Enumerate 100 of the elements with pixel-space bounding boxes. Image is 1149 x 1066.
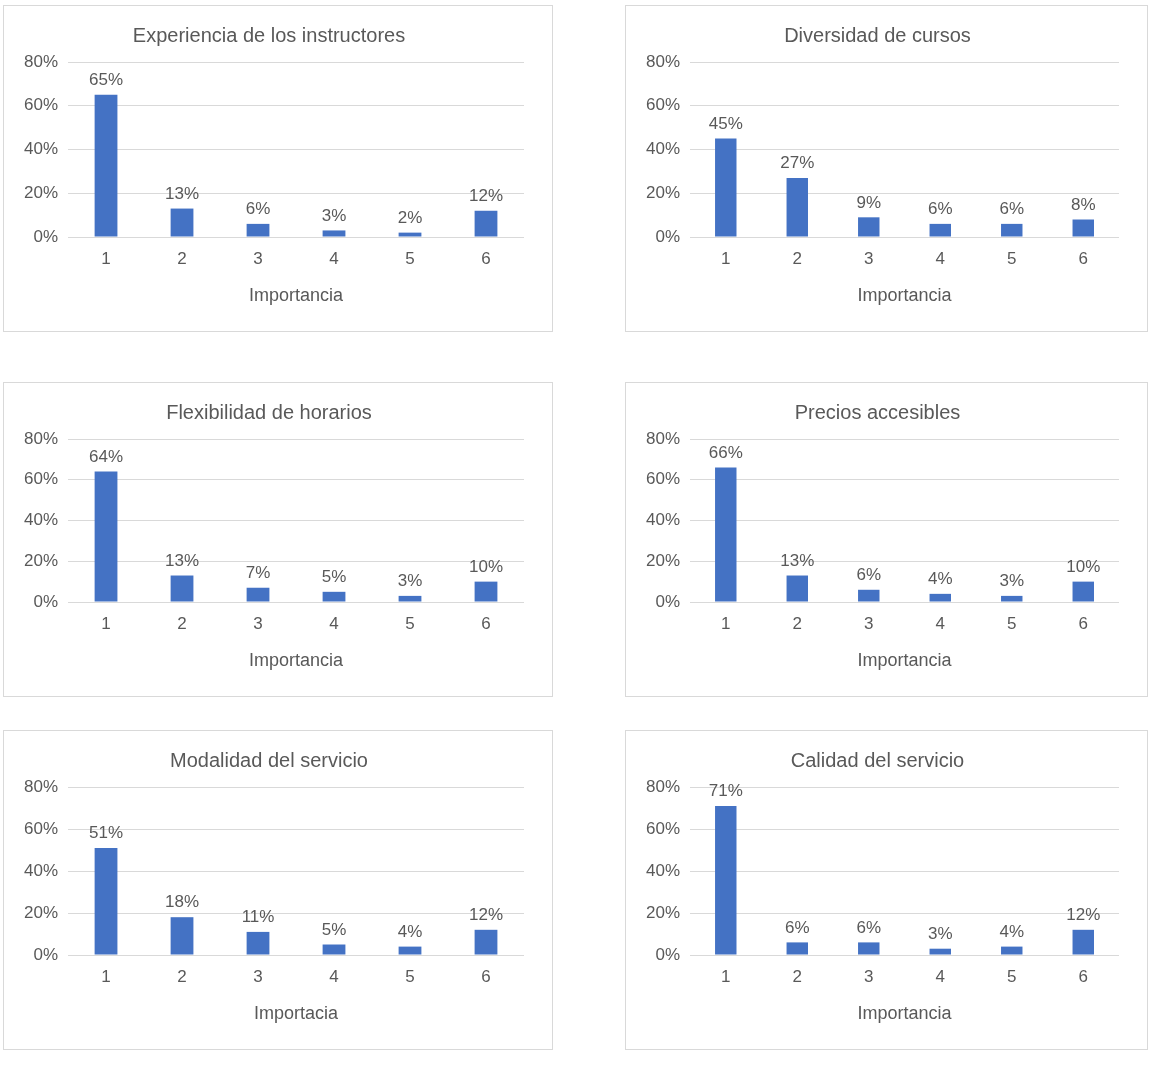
- chart-title: Modalidad del servicio: [170, 748, 368, 771]
- y-tick-label: 40%: [23, 139, 59, 159]
- bar: [786, 177, 808, 237]
- bar: [246, 587, 270, 602]
- y-tick-label: 20%: [23, 182, 59, 202]
- x-tick-label: 6: [481, 966, 491, 986]
- bar: [929, 223, 951, 237]
- bar: [786, 942, 808, 955]
- bar: [398, 946, 422, 955]
- x-tick-label: 4: [329, 966, 339, 986]
- data-label: 13%: [165, 550, 200, 570]
- data-label: 6%: [784, 917, 810, 937]
- y-tick-label: 40%: [645, 860, 681, 880]
- x-tick-label: 3: [864, 248, 874, 268]
- x-axis-title: Importancia: [857, 650, 953, 671]
- chart-title: Calidad del servicio: [790, 748, 965, 771]
- y-tick-label: 80%: [645, 776, 681, 796]
- x-tick-label: 1: [101, 966, 111, 986]
- data-label: 3%: [397, 571, 423, 591]
- bar: [1072, 581, 1094, 602]
- x-tick-label: 5: [405, 966, 415, 986]
- x-tick-label: 1: [101, 248, 111, 268]
- data-label: 4%: [999, 921, 1025, 941]
- bar: [398, 232, 422, 237]
- y-tick-label: 0%: [655, 226, 681, 246]
- data-label: 9%: [856, 192, 882, 212]
- chart-title: Diversidad de cursos: [784, 23, 971, 46]
- data-label: 51%: [89, 823, 124, 843]
- y-tick-label: 20%: [23, 550, 59, 570]
- bar: [94, 847, 118, 955]
- bar: [858, 589, 880, 602]
- bar: [1001, 946, 1023, 955]
- x-tick-label: 2: [792, 966, 802, 986]
- x-tick-label: 6: [1078, 966, 1088, 986]
- data-label: 4%: [927, 569, 953, 589]
- y-tick-label: 0%: [33, 944, 59, 964]
- bar: [322, 944, 346, 955]
- x-tick-label: 1: [721, 966, 731, 986]
- data-label: 5%: [321, 567, 347, 586]
- y-tick-label: 0%: [33, 591, 59, 611]
- y-tick-label: 20%: [645, 902, 681, 922]
- y-tick-label: 0%: [33, 226, 59, 246]
- data-label: 11%: [241, 907, 275, 927]
- x-tick-label: 6: [481, 613, 491, 633]
- data-label: 71%: [708, 781, 743, 801]
- y-tick-label: 40%: [645, 510, 681, 530]
- x-tick-label: 1: [721, 248, 731, 268]
- bar: [715, 138, 737, 237]
- x-tick-label: 1: [721, 613, 731, 633]
- bar: [94, 471, 118, 602]
- y-tick-label: 80%: [23, 776, 59, 796]
- x-axis-title: Importacia: [253, 1003, 340, 1024]
- data-label: 18%: [165, 892, 200, 912]
- y-tick-label: 0%: [655, 591, 681, 611]
- data-label: 12%: [468, 185, 504, 205]
- y-tick-label: 80%: [645, 428, 681, 448]
- x-tick-label: 4: [329, 248, 339, 268]
- bar: [1072, 929, 1094, 955]
- data-label: 3%: [321, 205, 347, 225]
- bar: [170, 917, 194, 955]
- data-label: 6%: [856, 917, 882, 937]
- x-tick-label: 4: [329, 613, 339, 633]
- x-axis-title: Importancia: [857, 285, 953, 306]
- x-axis-title: Importancia: [248, 650, 345, 671]
- x-tick-label: 4: [935, 613, 945, 633]
- y-tick-label: 40%: [645, 139, 681, 159]
- bar: [170, 208, 194, 237]
- bar: [398, 595, 422, 602]
- bar: [94, 94, 118, 237]
- bar: [322, 591, 346, 602]
- data-label: 27%: [780, 153, 815, 173]
- data-label: 6%: [927, 199, 953, 219]
- data-label: 5%: [321, 919, 347, 939]
- bar: [322, 230, 346, 237]
- data-label: 65%: [89, 70, 124, 89]
- data-label: 3%: [927, 923, 953, 943]
- chart-title: Precios accesibles: [794, 400, 961, 423]
- bar: [1072, 219, 1094, 237]
- x-tick-label: 3: [864, 966, 874, 986]
- x-tick-label: 6: [1078, 248, 1088, 268]
- x-tick-label: 2: [792, 613, 802, 633]
- bar: [1001, 595, 1023, 602]
- chart-title: Experiencia de los instructores: [132, 23, 406, 46]
- y-tick-label: 60%: [23, 95, 59, 115]
- y-tick-label: 40%: [23, 510, 59, 530]
- data-label: 4%: [397, 921, 423, 941]
- y-tick-label: 60%: [645, 95, 681, 115]
- x-axis-title: Importancia: [248, 285, 345, 306]
- data-label: 45%: [708, 113, 743, 133]
- bar: [786, 575, 808, 602]
- x-tick-label: 6: [481, 248, 491, 268]
- x-tick-label: 5: [1007, 966, 1017, 986]
- y-tick-label: 40%: [23, 860, 59, 880]
- x-tick-label: 5: [1007, 248, 1017, 268]
- x-tick-label: 2: [177, 613, 187, 633]
- data-label: 13%: [780, 550, 815, 570]
- data-label: 3%: [999, 571, 1025, 591]
- chart-title: Flexibilidad de horarios: [166, 400, 372, 423]
- x-tick-label: 1: [101, 613, 111, 633]
- bar: [474, 929, 498, 955]
